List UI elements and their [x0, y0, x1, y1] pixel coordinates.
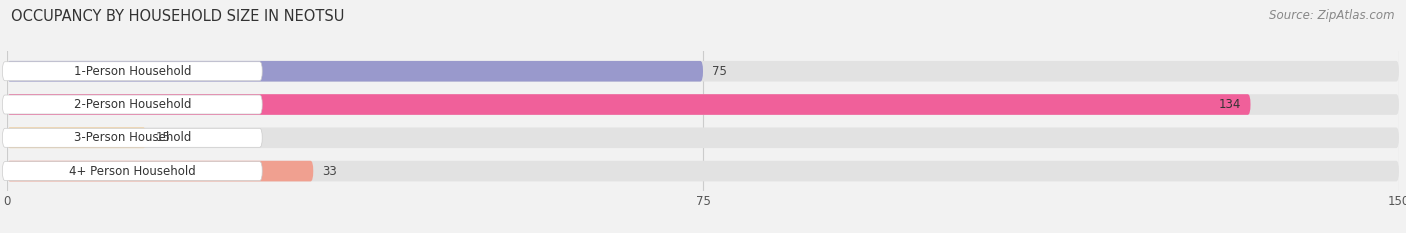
Text: OCCUPANCY BY HOUSEHOLD SIZE IN NEOTSU: OCCUPANCY BY HOUSEHOLD SIZE IN NEOTSU: [11, 9, 344, 24]
Text: 4+ Person Household: 4+ Person Household: [69, 164, 195, 178]
Text: 2-Person Household: 2-Person Household: [73, 98, 191, 111]
FancyBboxPatch shape: [7, 127, 1399, 148]
Text: 134: 134: [1219, 98, 1241, 111]
FancyBboxPatch shape: [7, 161, 1399, 182]
FancyBboxPatch shape: [3, 95, 262, 114]
FancyBboxPatch shape: [7, 94, 1250, 115]
Text: 1-Person Household: 1-Person Household: [73, 65, 191, 78]
FancyBboxPatch shape: [7, 61, 703, 82]
FancyBboxPatch shape: [7, 94, 1399, 115]
FancyBboxPatch shape: [3, 62, 262, 81]
FancyBboxPatch shape: [7, 61, 1399, 82]
Text: 3-Person Household: 3-Person Household: [73, 131, 191, 144]
FancyBboxPatch shape: [3, 128, 262, 147]
FancyBboxPatch shape: [7, 161, 314, 182]
Text: Source: ZipAtlas.com: Source: ZipAtlas.com: [1270, 9, 1395, 22]
Text: 75: 75: [713, 65, 727, 78]
Text: 15: 15: [156, 131, 170, 144]
FancyBboxPatch shape: [3, 162, 262, 181]
Text: 33: 33: [322, 164, 337, 178]
FancyBboxPatch shape: [7, 127, 146, 148]
